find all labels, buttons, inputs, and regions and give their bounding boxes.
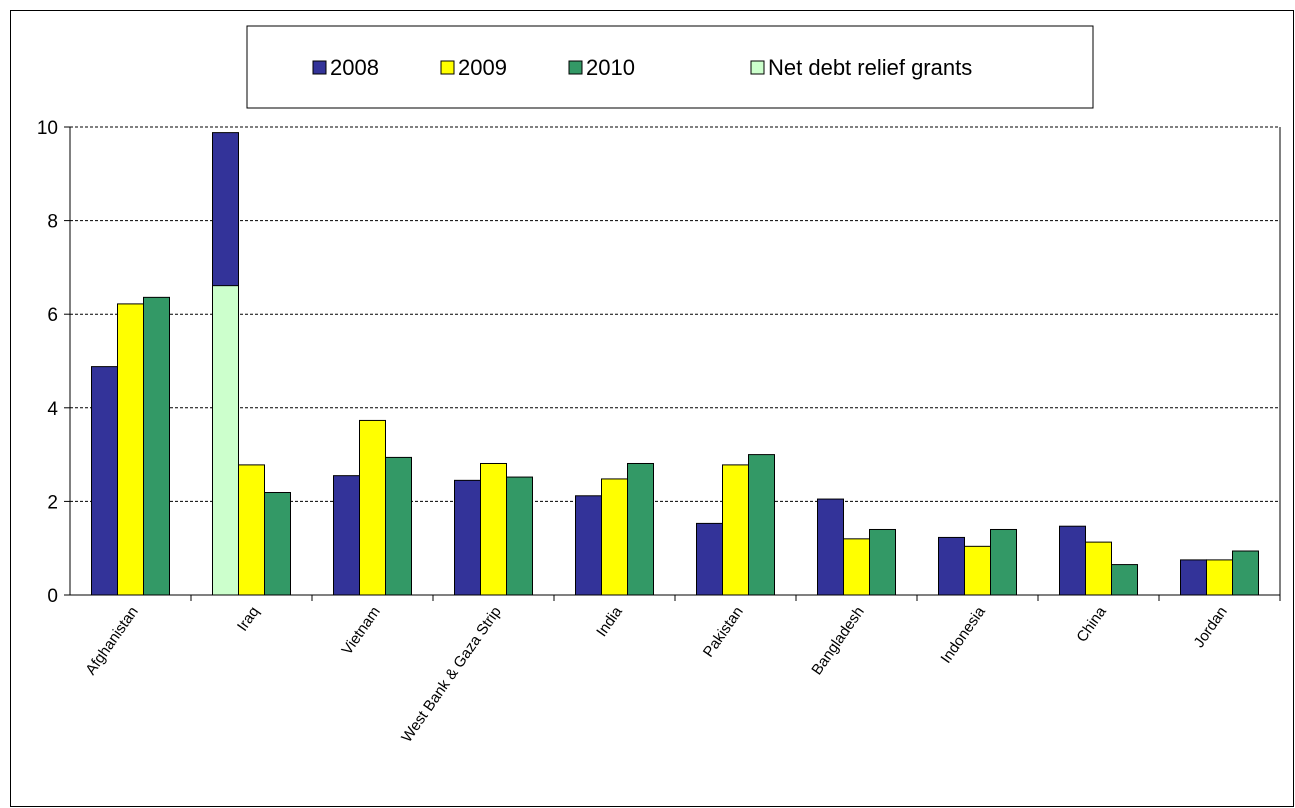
bar-2008 [696, 522, 723, 596]
x-tick-label: Iraq [234, 604, 263, 635]
bar-2010 [869, 528, 896, 596]
x-tick-label: India [593, 603, 626, 640]
bar-2009 [480, 462, 507, 596]
bar-2010 [1232, 550, 1259, 596]
bar-2010 [748, 454, 775, 596]
legend-swatch [568, 60, 583, 75]
bar-2008 [333, 475, 360, 596]
legend-label: Net debt relief grants [768, 55, 972, 80]
legend-box [246, 25, 1094, 109]
legend-label: 2009 [458, 55, 507, 80]
legend-label: 2008 [330, 55, 379, 80]
bars [91, 132, 1259, 596]
chart-frame [10, 10, 1294, 807]
bar-2008 [817, 498, 844, 596]
bar-2009 [359, 419, 386, 596]
bar-2008 [454, 479, 481, 596]
y-tick-label: 10 [37, 118, 58, 139]
bar-2009 [722, 464, 749, 596]
legend: 2008 2009 2010 Net debt relief grants [246, 25, 1094, 109]
legend-swatch [440, 60, 455, 75]
axes [64, 126, 1281, 601]
bar-2009 [1206, 559, 1233, 596]
bar-2010 [143, 296, 170, 596]
bar-2008 [938, 536, 965, 596]
legend-swatch [750, 60, 765, 75]
bar-2010 [264, 492, 291, 596]
bar-2008 [91, 366, 118, 596]
bar-2009 [1085, 541, 1112, 596]
bar-2010 [1111, 564, 1138, 596]
y-tick-label: 4 [47, 399, 58, 420]
y-tick-labels: 0 2 4 6 8 10 [37, 118, 59, 607]
y-tick-label: 0 [47, 586, 58, 607]
y-tick-label: 6 [47, 305, 58, 326]
x-tick-label: Bangladesh [808, 604, 867, 679]
legend-swatch [312, 60, 327, 75]
bar-2009 [964, 545, 991, 596]
y-tick-label: 8 [47, 212, 58, 233]
x-tick-label: West Bank & Gaza Strip [398, 604, 505, 746]
x-tick-label: Afghanistan [82, 604, 141, 679]
bar-net-debt-relief-grants [212, 285, 239, 596]
x-tick-label: Vietnam [338, 604, 383, 659]
bar-2009 [238, 464, 265, 596]
x-tick-label: China [1073, 603, 1110, 645]
bar-2008 [1059, 525, 1086, 596]
bar-2010 [990, 528, 1017, 596]
y-tick-label: 2 [47, 492, 58, 513]
bar-2010 [506, 476, 533, 596]
legend-label: 2010 [586, 55, 635, 80]
bar-2009 [117, 303, 144, 596]
bar-2010 [385, 456, 412, 596]
x-tick-label: Pakistan [700, 604, 747, 661]
x-tick-labels: Afghanistan Iraq Vietnam West Bank & Gaza S… [82, 603, 1230, 746]
bar-2009 [601, 478, 628, 596]
bar-2008 [575, 495, 602, 596]
x-tick-label: Jordan [1191, 604, 1231, 651]
bar-2008 [1180, 559, 1207, 596]
bar-2010 [627, 462, 654, 596]
bar-2009 [843, 538, 870, 596]
x-tick-label: Indonesia [938, 603, 990, 667]
